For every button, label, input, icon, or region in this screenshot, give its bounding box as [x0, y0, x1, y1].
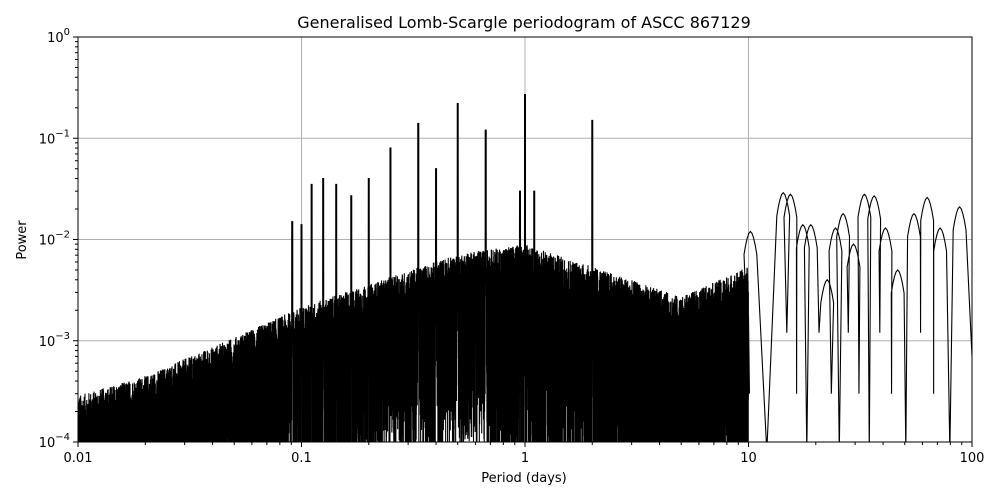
x-tick-label: 0.1 [291, 451, 312, 466]
y-tick-label: 100 [47, 27, 70, 46]
x-tick-label: 0.01 [64, 451, 93, 466]
y-tick-label: 10−4 [39, 432, 70, 451]
x-tick-label: 100 [960, 451, 985, 466]
chart-title: Generalised Lomb-Scargle periodogram of … [297, 13, 751, 32]
y-tick-label: 10−3 [39, 331, 70, 350]
x-tick-label: 10 [740, 451, 757, 466]
y-tick-label: 10−1 [39, 128, 70, 147]
y-axis-label: Power [15, 220, 30, 260]
x-tick-label: 1 [521, 451, 529, 466]
y-tick-label: 10−2 [39, 230, 70, 249]
plot-area [78, 94, 972, 442]
y-axis-ticks: 100 10−1 10−2 10−3 10−4 [39, 27, 78, 451]
x-axis-ticks: 0.01 0.1 1 10 100 [64, 442, 985, 466]
power-series-line [78, 94, 972, 442]
x-axis-label: Period (days) [481, 471, 567, 486]
